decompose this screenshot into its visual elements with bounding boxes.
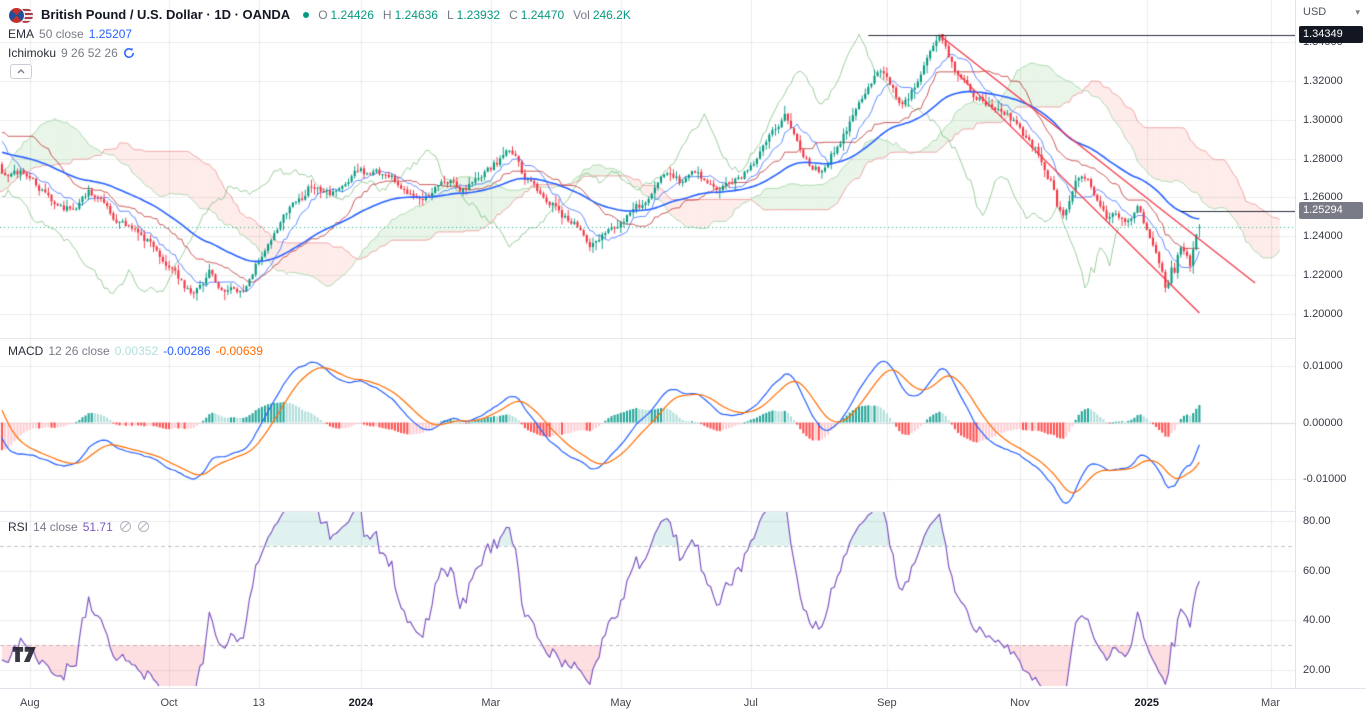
volume: Vol 246.2K	[573, 8, 631, 22]
low-label: L	[446, 7, 454, 22]
macd-axis-label: 0.01000	[1303, 360, 1343, 372]
price-axis-label: 1.22000	[1303, 269, 1343, 282]
ohlc-close: C 1.24470	[509, 8, 564, 22]
macd-line-value: -0.00286	[163, 343, 211, 358]
volume-label: Vol	[573, 7, 590, 22]
time-axis-label: Sep	[877, 697, 897, 709]
rsi-axis-label: 60.00	[1303, 564, 1331, 577]
rsi-axis-label: 80.00	[1303, 515, 1331, 527]
ichimoku-loading-icon	[123, 47, 135, 59]
ema-value: 1.25207	[88, 26, 133, 41]
ohlc-open: O 1.24426	[318, 8, 374, 22]
price-axis-label: 1.24000	[1303, 230, 1343, 243]
collapse-legend-button[interactable]	[10, 64, 32, 79]
price-axis-label: 1.20000	[1303, 307, 1343, 320]
macd-params: 12 26 close	[48, 343, 110, 358]
macd-axis-label: -0.01000	[1303, 473, 1347, 485]
symbol-row[interactable]: British Pound / U.S. Dollar · 1D · OANDA…	[8, 5, 631, 24]
rsi-extra-icon-1[interactable]	[119, 521, 131, 532]
open-label: O	[318, 7, 328, 22]
high-value: 1.24636	[394, 7, 438, 22]
main-legend: British Pound / U.S. Dollar · 1D · OANDA…	[8, 5, 631, 79]
price-badge: 1.25294	[1299, 202, 1363, 220]
ichimoku-name: Ichimoku	[8, 45, 57, 60]
market-status-dot	[303, 11, 310, 18]
macd-signal-value: -0.00639	[215, 343, 263, 358]
currency-selector[interactable]: USD ▾	[1296, 0, 1366, 24]
close-value: 1.24470	[520, 7, 565, 22]
open-value: 1.24426	[330, 7, 374, 22]
time-axis-label: 2024	[348, 697, 374, 709]
price-axis-label: 1.28000	[1303, 152, 1343, 165]
time-axis-label: Nov	[1010, 697, 1030, 709]
time-axis-label: Jul	[743, 697, 758, 709]
symbol-title[interactable]: British Pound / U.S. Dollar · 1D · OANDA	[41, 7, 291, 22]
ema-name: EMA	[8, 26, 35, 41]
ohlc-high: H 1.24636	[383, 8, 438, 22]
high-label: H	[382, 7, 392, 22]
time-axis-label: 2025	[1134, 697, 1160, 709]
close-label: C	[509, 7, 518, 22]
rsi-value: 51.71	[82, 519, 113, 534]
price-axis-label: 1.26000	[1303, 191, 1343, 204]
pane-divider-macd[interactable]	[0, 338, 1366, 339]
chevron-down-icon: ▾	[1355, 6, 1360, 17]
time-axis[interactable]: Aug Oct 13 2024 Mar May Jul Sep Nov 2025 Mar	[0, 688, 1366, 719]
price-axis-label: 1.30000	[1303, 113, 1343, 126]
rsi-axis-label: 20.00	[1303, 664, 1331, 676]
macd-axis-label: 0.00000	[1303, 416, 1343, 429]
rsi-extra-icon-2[interactable]	[137, 521, 149, 532]
price-axis-label: 1.32000	[1303, 74, 1343, 87]
ichimoku-legend-row[interactable]: Ichimoku 9 26 52 26	[8, 43, 631, 62]
rsi-axis-label: 40.00	[1303, 614, 1331, 627]
price-badge: 1.34349	[1299, 26, 1363, 44]
macd-hist-value: 0.00352	[114, 343, 159, 358]
time-axis-label: 13	[252, 697, 265, 709]
rsi-name: RSI	[8, 519, 29, 534]
ichimoku-params: 9 26 52 26	[61, 45, 118, 60]
tradingview-logo-icon[interactable]	[12, 646, 39, 668]
time-axis-label: May	[610, 697, 632, 709]
ohlc-low: L 1.23932	[447, 8, 500, 22]
gbp-usd-pair-icon	[8, 6, 34, 24]
time-axis-label: Mar	[481, 697, 501, 709]
volume-value: 246.2K	[592, 7, 631, 22]
ema-params: 50 close	[39, 26, 84, 41]
macd-name: MACD	[8, 343, 44, 358]
currency-label: USD	[1303, 6, 1327, 18]
time-axis-label: Mar	[1261, 697, 1281, 709]
price-axis[interactable]: USD ▾ 1.340001.320001.300001.280001.2600…	[1295, 0, 1366, 688]
macd-legend[interactable]: MACD 12 26 close 0.00352 -0.00286 -0.006…	[8, 341, 263, 360]
low-value: 1.23932	[456, 7, 501, 22]
pane-divider-rsi[interactable]	[0, 511, 1366, 512]
rsi-legend[interactable]: RSI 14 close 51.71	[8, 517, 149, 536]
ema-legend-row[interactable]: EMA 50 close 1.25207	[8, 24, 631, 43]
rsi-params: 14 close	[33, 519, 78, 534]
time-axis-label: Aug	[20, 697, 40, 709]
time-axis-label: Oct	[160, 697, 178, 709]
